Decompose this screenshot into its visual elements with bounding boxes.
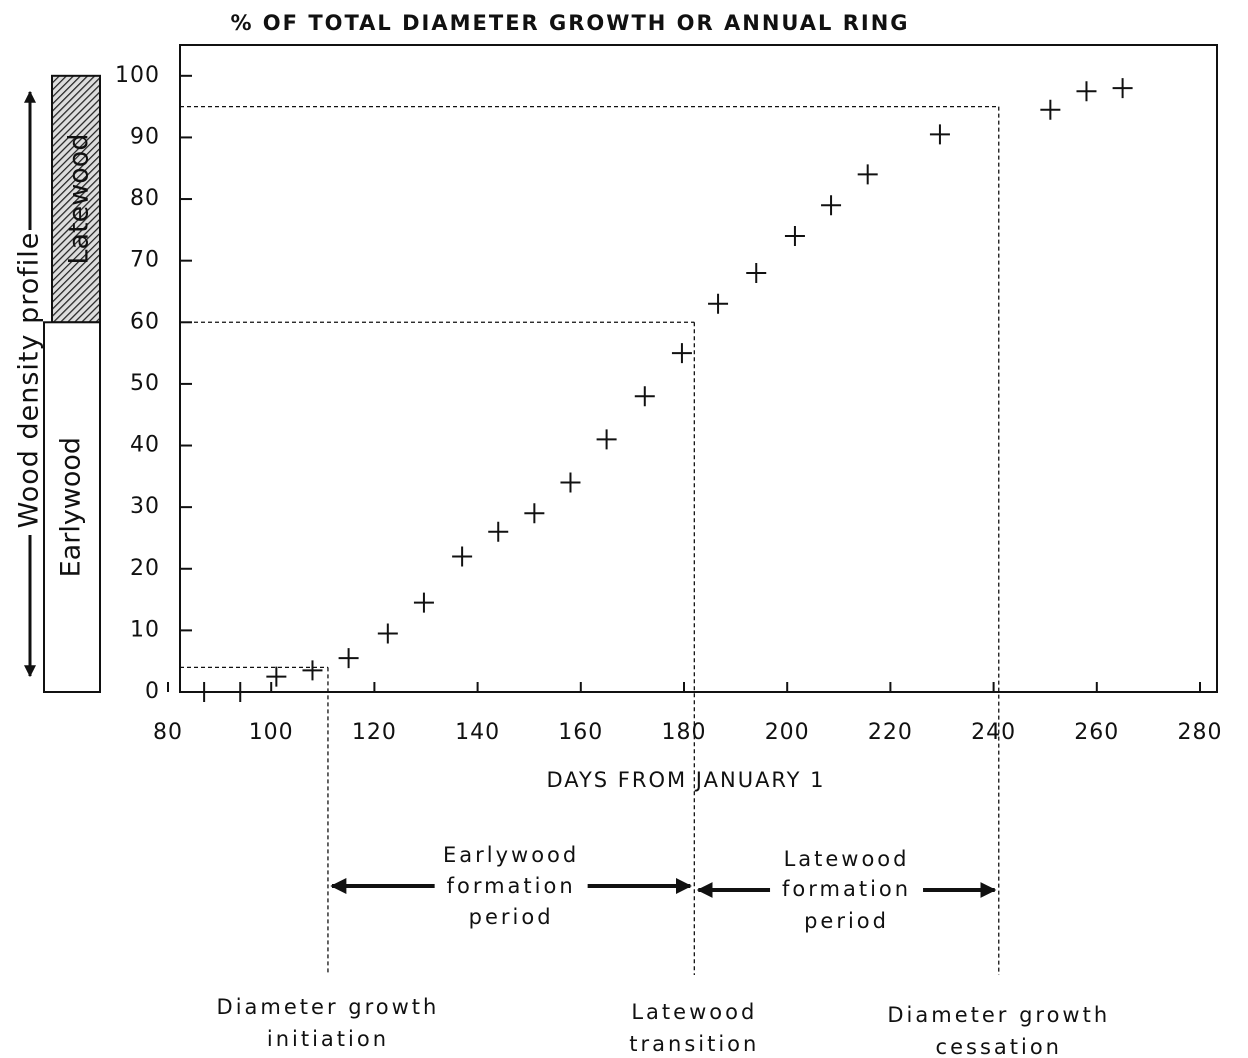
x-tick-label: 220 (868, 720, 913, 745)
x-tick-label: 180 (662, 720, 707, 745)
data-point (821, 195, 842, 216)
data-point (596, 429, 617, 450)
x-tick-label: 260 (1074, 720, 1119, 745)
data-point (708, 293, 729, 314)
data-point (302, 660, 323, 681)
data-point (194, 682, 215, 702)
data-point (266, 666, 287, 687)
data-point (1040, 99, 1061, 120)
x-tick-label: 200 (765, 720, 810, 745)
x-tick-label: 100 (249, 720, 294, 745)
x-tick-label: 240 (971, 720, 1016, 745)
y-tick-label: 50 (130, 371, 160, 396)
data-point (452, 546, 473, 567)
data-point (746, 262, 767, 283)
period-label: formation (782, 877, 911, 901)
guide-label: Latewood (631, 1000, 757, 1024)
zone-label: Earlywood (56, 437, 87, 577)
y-tick-label: 100 (115, 63, 160, 88)
x-tick-label: 160 (558, 720, 603, 745)
data-point (634, 386, 655, 407)
data-point (1112, 78, 1133, 99)
x-tick-label: 120 (352, 720, 397, 745)
x-axis-label: DAYS FROM JANUARY 1 (546, 768, 825, 792)
data-point (338, 648, 359, 669)
plot-frame (179, 44, 1218, 693)
y-tick-label: 10 (130, 617, 160, 642)
period-label: period (804, 909, 889, 933)
x-tick-label: 80 (153, 720, 183, 745)
data-point (230, 682, 251, 702)
y-tick-label: 40 (130, 433, 160, 458)
data-point (413, 592, 434, 613)
data-point (784, 226, 805, 247)
data-point (560, 472, 581, 493)
data-point (1076, 81, 1097, 102)
guide-label: Diameter growth (887, 1003, 1110, 1027)
y-tick-label: 0 (145, 679, 160, 704)
chart-title: % OF TOTAL DIAMETER GROWTH OR ANNUAL RIN… (230, 11, 909, 35)
zone-label: Latewood (64, 134, 95, 265)
y-tick-label: 30 (130, 494, 160, 519)
y-tick-label: 60 (130, 309, 160, 334)
y-tick-label: 80 (130, 186, 160, 211)
y-tick-label: 70 (130, 248, 160, 273)
period-label: Earlywood (443, 843, 579, 867)
period-label: formation (447, 874, 576, 898)
y-tick-label: 90 (130, 124, 160, 149)
latewood-zone (51, 74, 101, 324)
period-label: period (469, 905, 554, 929)
guide-label: transition (629, 1032, 759, 1056)
guide-label: cessation (936, 1035, 1062, 1058)
x-tick-label: 280 (1178, 720, 1223, 745)
y-tick-label: 20 (130, 556, 160, 581)
data-point (671, 343, 692, 364)
y-profile-label: Wood density profile (14, 232, 45, 529)
data-point (377, 623, 398, 644)
data-point (857, 164, 878, 185)
data-point (929, 124, 950, 145)
guide-label: initiation (267, 1027, 389, 1051)
guide-label: Diameter growth (217, 995, 440, 1019)
data-point (488, 521, 509, 542)
data-point (524, 503, 545, 524)
period-label: Latewood (784, 847, 910, 871)
x-tick-label: 140 (455, 720, 500, 745)
earlywood-zone (43, 321, 101, 693)
